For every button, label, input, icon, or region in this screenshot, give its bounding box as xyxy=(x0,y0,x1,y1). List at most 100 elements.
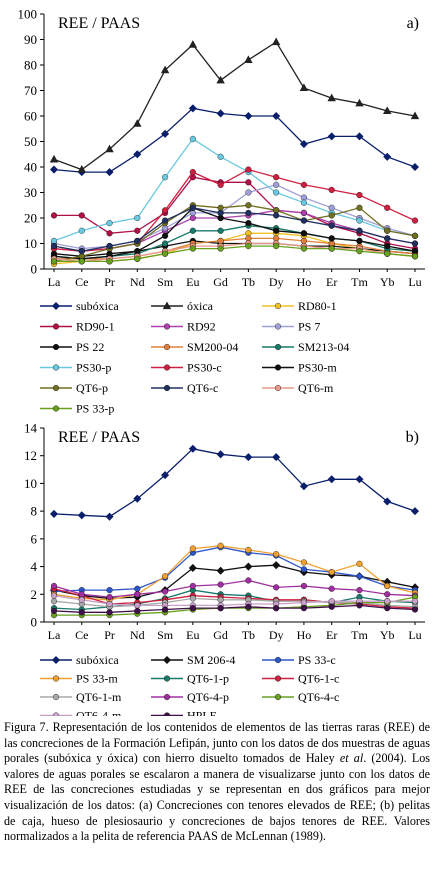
data-point xyxy=(78,596,85,603)
y-tick-label: 30 xyxy=(24,185,37,200)
panel-label: b) xyxy=(406,429,419,446)
data-point xyxy=(384,235,391,242)
data-point xyxy=(105,144,114,153)
legend-label: PS30-c xyxy=(187,361,222,375)
legend-item: PS 33-m xyxy=(40,672,118,686)
legend: subóxica óxica RD80-1 RD90-1 RD92 PS 7 PS 22 SM… xyxy=(40,299,349,416)
legend-item: PS30-p xyxy=(40,361,111,375)
data-point xyxy=(411,232,419,239)
series-line xyxy=(53,41,416,171)
data-point xyxy=(245,179,252,186)
x-tick-label: Tm xyxy=(351,628,368,642)
legend-label: RD90-1 xyxy=(76,320,115,334)
data-point xyxy=(163,384,171,392)
x-tick-label: Tb xyxy=(242,628,255,642)
data-point xyxy=(162,217,169,224)
data-point xyxy=(162,588,169,595)
data-point xyxy=(52,343,60,351)
data-point xyxy=(49,509,59,518)
series-line xyxy=(53,204,416,263)
series-line xyxy=(53,138,416,242)
data-point xyxy=(273,605,280,612)
data-point xyxy=(189,169,196,176)
data-point xyxy=(274,656,282,664)
data-point xyxy=(300,209,307,216)
data-point xyxy=(189,227,196,234)
data-point xyxy=(162,174,169,181)
series-qt6-p xyxy=(50,202,419,265)
data-point xyxy=(50,258,58,265)
legend-item: HPLE xyxy=(151,709,217,723)
data-point xyxy=(300,199,307,206)
data-point xyxy=(216,450,225,459)
series-line xyxy=(53,546,416,593)
legend-label: subóxica xyxy=(76,299,119,313)
data-point xyxy=(328,245,335,252)
data-point xyxy=(355,132,364,141)
data-point xyxy=(78,258,85,265)
y-tick-label: 14 xyxy=(24,421,38,436)
legend-item: PS 33-c xyxy=(262,653,336,667)
data-point xyxy=(300,181,307,188)
data-point xyxy=(273,551,280,558)
data-point xyxy=(50,607,58,614)
series-line xyxy=(54,245,416,263)
y-tick-label: 70 xyxy=(24,83,37,98)
data-point xyxy=(161,471,170,480)
data-point xyxy=(50,212,58,219)
legend-item: PS 33-p xyxy=(40,402,114,416)
series-line xyxy=(53,107,416,173)
data-point xyxy=(411,253,419,260)
data-point xyxy=(300,582,307,590)
data-point xyxy=(106,258,113,265)
data-point xyxy=(244,562,253,571)
legend-label: QT6-1-p xyxy=(187,672,229,686)
data-point xyxy=(384,242,391,250)
data-point xyxy=(356,573,363,580)
data-point xyxy=(273,584,280,591)
x-tick-label: Ho xyxy=(297,275,312,289)
series-qt6-c xyxy=(50,204,419,255)
data-point xyxy=(245,209,252,216)
data-point xyxy=(78,248,85,255)
x-tick-label: Yb xyxy=(380,275,395,289)
data-point xyxy=(217,209,224,216)
data-point xyxy=(217,227,224,234)
legend: subóxica SM 206-4 PS 33-c PS 33-m QT6-1-p QT6… xyxy=(40,653,339,723)
legend-label: PS 22 xyxy=(76,340,104,354)
legend-label: QT6-1-m xyxy=(76,690,122,704)
caption-italic-etal: et al xyxy=(339,751,364,766)
data-point xyxy=(52,675,60,682)
data-point xyxy=(134,602,141,609)
data-point xyxy=(216,566,225,575)
data-point xyxy=(383,497,392,506)
data-point xyxy=(49,154,59,163)
legend-item: SM 206-4 xyxy=(151,653,235,667)
data-point xyxy=(410,162,420,172)
y-tick-label: 40 xyxy=(24,160,37,175)
series-line xyxy=(53,604,416,613)
data-point xyxy=(355,98,364,107)
data-point xyxy=(49,165,59,174)
legend-item: RD92 xyxy=(151,320,216,334)
data-point xyxy=(162,573,169,580)
data-point xyxy=(78,212,85,219)
series-ps30-m xyxy=(50,204,419,262)
legend-label: PS 7 xyxy=(298,320,320,334)
x-tick-label: Er xyxy=(326,275,337,289)
x-tick-label: Ce xyxy=(75,275,88,289)
data-point xyxy=(383,152,392,161)
data-point xyxy=(300,230,307,237)
x-tick-label: Yb xyxy=(380,628,395,642)
legend-item: QT6-1-p xyxy=(151,672,229,686)
legend-label: subóxica xyxy=(76,653,119,667)
data-point xyxy=(328,598,335,605)
series-qt6-4-m xyxy=(50,592,419,609)
data-point xyxy=(273,227,280,234)
legend-item: QT6-4-c xyxy=(262,690,339,704)
data-point xyxy=(272,453,281,462)
data-point xyxy=(300,605,307,612)
legend-label: SM213-04 xyxy=(298,340,349,354)
data-point xyxy=(273,189,280,196)
